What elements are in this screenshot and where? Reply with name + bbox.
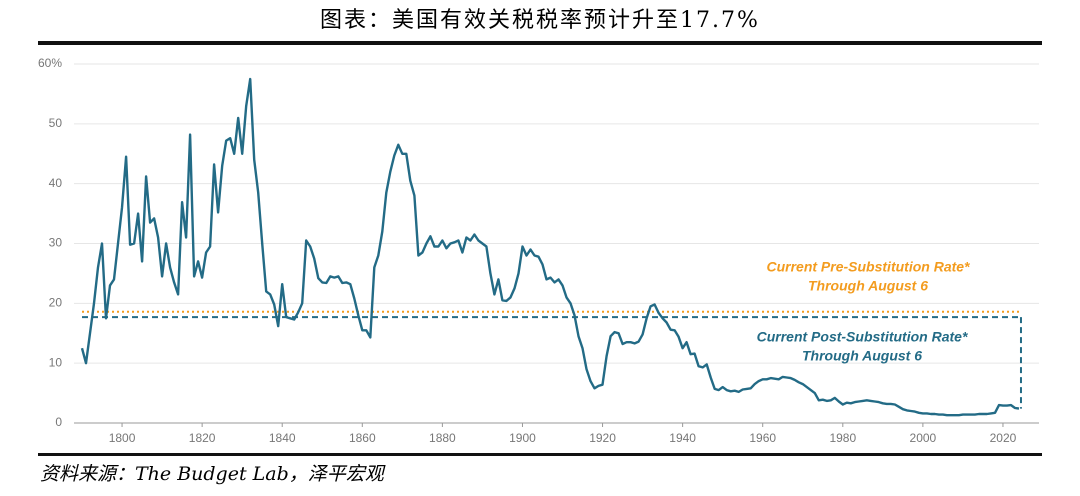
y-tick-label: 40 [49,176,63,190]
annotation: Through August 6 [808,278,928,294]
annotation: Current Post-Substitution Rate* [757,329,968,345]
annotation: Current Pre-Substitution Rate* [766,259,970,275]
x-tick-label: 1960 [749,431,776,445]
y-tick-label: 60% [38,56,62,70]
x-tick-label: 1900 [509,431,536,445]
x-tick-label: 1820 [189,431,216,445]
y-tick-label: 10 [49,355,63,369]
x-tick-label: 1980 [829,431,856,445]
chart-title: 图表：美国有效关税税率预计升至17.7% [320,8,760,33]
series-line [80,77,1020,417]
y-tick-label: 50 [49,116,63,130]
title-rule [38,41,1042,45]
x-tick-label: 1940 [669,431,696,445]
x-tick-label: 1800 [109,431,136,445]
source: 资料来源：The Budget Lab，泽平宏观 [40,463,386,485]
source-rule [38,453,1042,456]
annotation: Through August 6 [802,348,922,364]
x-tick-label: 2020 [990,431,1017,445]
x-tick-label: 1840 [269,431,296,445]
y-tick-label: 30 [49,236,63,250]
x-tick-label: 1880 [429,431,456,445]
y-tick-label: 20 [49,296,63,310]
x-tick-label: 1920 [589,431,616,445]
x-tick-label: 1860 [349,431,376,445]
x-tick-label: 2000 [910,431,937,445]
y-tick-label: 0 [55,415,62,429]
